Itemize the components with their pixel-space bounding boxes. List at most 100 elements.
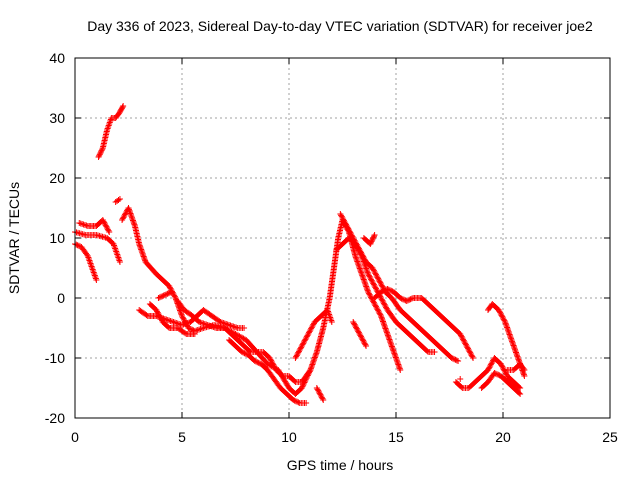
data-point <box>297 345 304 352</box>
data-point <box>295 349 302 356</box>
data-points <box>72 103 528 406</box>
data-point <box>485 367 492 373</box>
data-point <box>73 241 80 248</box>
data-point <box>300 339 307 345</box>
data-point <box>500 366 507 373</box>
data-point <box>462 341 469 348</box>
data-point <box>294 398 301 405</box>
data-point <box>317 391 324 398</box>
data-point <box>487 363 494 369</box>
data-point <box>355 245 362 252</box>
data-point <box>300 340 307 347</box>
data-point <box>320 397 327 403</box>
x-tick-label: 10 <box>281 429 297 445</box>
data-point <box>359 252 366 259</box>
data-point <box>403 298 410 304</box>
data-point <box>367 239 374 246</box>
data-point <box>348 231 355 237</box>
data-point <box>457 331 464 337</box>
x-tick-label: 0 <box>71 429 79 445</box>
data-point <box>339 215 346 221</box>
data-point <box>171 292 178 299</box>
data-point <box>465 347 472 353</box>
data-point <box>270 361 277 368</box>
data-point <box>496 308 503 315</box>
x-tick-label: 20 <box>495 429 511 445</box>
data-point <box>116 196 123 202</box>
data-point <box>401 296 408 303</box>
data-point <box>191 331 198 337</box>
data-point <box>299 341 306 348</box>
data-point <box>115 197 122 203</box>
data-point <box>358 249 365 256</box>
data-point <box>372 284 379 291</box>
data-point <box>457 376 464 382</box>
data-point <box>291 397 298 404</box>
data-point <box>296 347 303 353</box>
data-point <box>350 319 357 325</box>
data-point <box>370 234 377 241</box>
data-point <box>185 325 192 331</box>
data-point <box>348 232 355 239</box>
data-point <box>406 296 413 303</box>
data-point <box>254 359 261 366</box>
data-point <box>459 335 466 341</box>
data-point <box>298 344 305 351</box>
data-point <box>488 360 495 367</box>
data-point <box>101 221 108 227</box>
data-point <box>314 386 321 393</box>
data-point <box>100 218 107 225</box>
data-point <box>294 351 301 357</box>
data-point <box>367 275 374 281</box>
x-tick-label: 5 <box>178 429 186 445</box>
data-point <box>161 292 168 298</box>
data-point <box>159 293 166 300</box>
data-point <box>460 336 467 343</box>
data-point <box>338 213 345 220</box>
data-point <box>99 217 106 223</box>
data-point <box>366 291 373 298</box>
data-point <box>365 271 372 277</box>
data-point <box>373 287 380 293</box>
data-point <box>371 301 378 307</box>
data-point <box>361 340 368 347</box>
data-point <box>380 287 387 294</box>
data-point <box>179 313 185 319</box>
data-point <box>367 293 374 299</box>
data-point <box>369 265 376 271</box>
data-point <box>103 223 110 230</box>
data-point <box>360 339 367 345</box>
data-point <box>380 299 387 305</box>
data-point <box>156 313 163 320</box>
data-point <box>486 364 493 371</box>
data-point <box>360 337 367 344</box>
data-point <box>378 289 385 295</box>
data-point <box>485 365 492 372</box>
data-point <box>313 385 320 391</box>
data-point <box>251 358 258 364</box>
data-point <box>431 349 438 355</box>
data-point <box>455 358 462 364</box>
data-point <box>448 355 455 361</box>
data-point <box>344 224 351 231</box>
data-point <box>241 350 248 357</box>
data-point <box>355 328 362 335</box>
data-point <box>354 243 361 249</box>
data-point <box>449 355 456 362</box>
data-point <box>308 324 315 331</box>
data-point <box>462 340 469 347</box>
axis-ticks: 0 5 10 15 20 25 -20 -10 0 10 20 30 40 <box>45 50 618 445</box>
data-point <box>377 279 384 286</box>
data-point <box>353 240 360 247</box>
data-point <box>307 367 314 373</box>
data-point <box>242 350 249 357</box>
data-point <box>302 336 309 343</box>
data-point <box>517 391 524 397</box>
data-point <box>378 281 385 287</box>
data-point <box>365 290 372 297</box>
data-point <box>397 367 404 373</box>
data-point <box>238 349 245 355</box>
data-point <box>266 355 273 361</box>
data-point <box>381 287 388 294</box>
data-point <box>160 292 167 299</box>
